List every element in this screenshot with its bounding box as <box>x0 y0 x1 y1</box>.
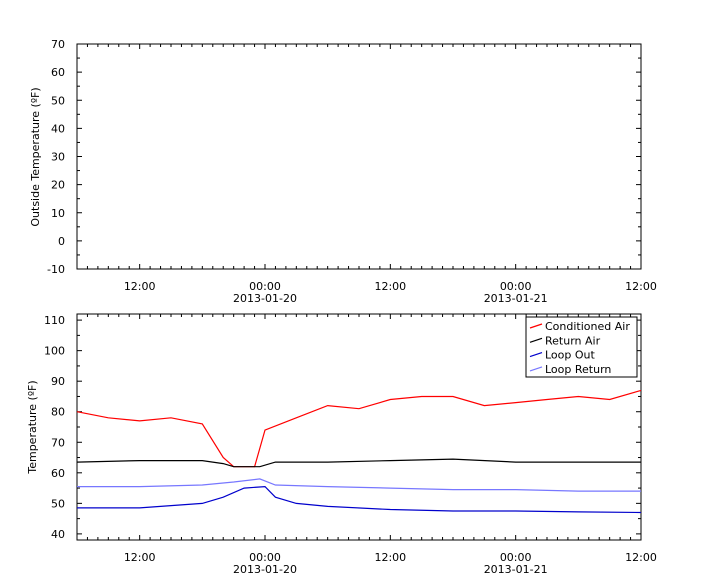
y-tick-label: 20 <box>51 179 65 192</box>
series-line-loop-out <box>77 485 642 514</box>
y-tick-label: 50 <box>51 94 65 107</box>
y-tick-label: 60 <box>51 467 65 480</box>
y-tick-label: 40 <box>51 528 65 541</box>
outside-temperature-plot-area <box>76 43 642 270</box>
series-line-return-air <box>76 458 641 468</box>
y-tick-label: 90 <box>51 375 65 388</box>
legend-label: Loop Return <box>545 363 611 376</box>
y-tick-label: 30 <box>51 151 65 164</box>
x-tick-label: 12:00 <box>124 280 156 293</box>
x-tick-label: 12:00 <box>625 551 657 564</box>
legend-swatch <box>529 366 543 372</box>
y-tick-label: 100 <box>44 345 65 358</box>
y-tick-label: 10 <box>51 207 65 220</box>
legend-box <box>525 316 638 378</box>
x-tick-label: 00:00 <box>500 280 532 293</box>
legend-swatch <box>529 323 543 329</box>
y-tick-label: 80 <box>51 406 65 419</box>
series-line-loop-return <box>77 478 641 492</box>
legend-label: Loop Out <box>545 349 596 362</box>
y-tick-label: 70 <box>51 436 65 449</box>
x-tick-label: 12:00 <box>374 551 406 564</box>
y-tick-label: -10 <box>47 263 65 276</box>
y-tick-label: 60 <box>51 66 65 79</box>
legend-label: Conditioned Air <box>545 320 630 333</box>
y-tick-label: 50 <box>51 497 65 510</box>
x-tick-date-label: 2013-01-20 <box>233 292 297 305</box>
y-tick-label: 0 <box>58 235 65 248</box>
x-tick-label: 12:00 <box>625 280 657 293</box>
outside-temperature-y-axis-label: Outside Temperature (ºF) <box>29 87 42 226</box>
temperature-y-axis-label: Temperature (ºF) <box>26 380 39 474</box>
x-tick-label: 00:00 <box>500 551 532 564</box>
y-tick-label: 110 <box>44 314 65 327</box>
x-tick-label: 12:00 <box>124 551 156 564</box>
x-tick-date-label: 2013-01-20 <box>233 563 297 576</box>
x-tick-label: 12:00 <box>374 280 406 293</box>
y-tick-label: 70 <box>51 38 65 51</box>
series-line-conditioned-air <box>76 389 642 468</box>
y-tick-label: 40 <box>51 122 65 135</box>
legend-swatch <box>529 352 543 358</box>
x-tick-date-label: 2013-01-21 <box>484 292 548 305</box>
legend-label: Return Air <box>545 334 601 347</box>
legend-swatch <box>529 337 543 343</box>
x-tick-date-label: 2013-01-21 <box>484 563 548 576</box>
x-tick-label: 00:00 <box>249 551 281 564</box>
x-tick-label: 00:00 <box>249 280 281 293</box>
